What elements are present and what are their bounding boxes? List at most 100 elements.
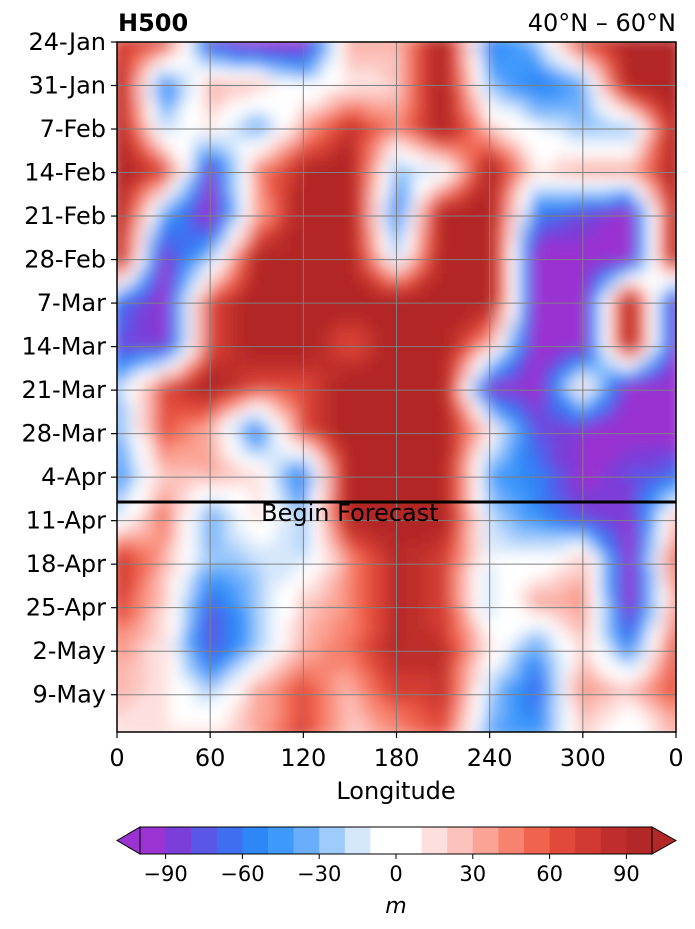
field-cell xyxy=(181,608,194,620)
field-cell xyxy=(367,424,380,437)
field-cell xyxy=(507,446,520,459)
field-cell xyxy=(379,683,392,696)
field-cell xyxy=(611,327,625,340)
field-cell xyxy=(146,327,159,340)
field-cell xyxy=(530,705,543,717)
field-cell xyxy=(309,618,322,631)
field-cell xyxy=(588,209,602,221)
field-cell xyxy=(262,543,276,556)
field-cell xyxy=(472,155,485,167)
field-cell xyxy=(181,101,194,114)
field-cell xyxy=(250,263,264,275)
field-cell xyxy=(274,521,287,534)
field-cell xyxy=(542,683,555,696)
field-cell xyxy=(414,467,427,480)
field-cell xyxy=(239,306,252,318)
field-cell xyxy=(250,586,264,599)
field-cell xyxy=(309,306,322,318)
field-cell xyxy=(495,176,509,189)
field-cell xyxy=(146,640,159,653)
field-cell xyxy=(460,198,474,211)
field-cell xyxy=(553,543,567,556)
field-cell xyxy=(495,209,509,221)
field-cell xyxy=(239,435,252,448)
field-cell xyxy=(414,176,427,189)
field-cell xyxy=(600,478,613,491)
field-cell xyxy=(274,608,287,620)
field-cell xyxy=(181,629,194,642)
field-cell xyxy=(635,608,648,620)
field-cell xyxy=(157,370,171,383)
field-cell xyxy=(588,478,602,491)
field-cell xyxy=(414,219,427,232)
field-cell xyxy=(216,133,229,146)
field-cell xyxy=(309,532,322,545)
field-cell xyxy=(146,349,159,362)
field-cell xyxy=(402,521,415,534)
field-cell xyxy=(344,155,357,167)
field-cell xyxy=(414,640,427,653)
field-cell xyxy=(402,230,415,243)
field-cell xyxy=(344,683,357,696)
field-cell xyxy=(437,457,450,469)
field-cell xyxy=(355,209,369,221)
field-cell xyxy=(227,608,241,620)
field-cell xyxy=(146,230,159,243)
field-cell xyxy=(623,597,637,609)
field-cell xyxy=(507,69,520,81)
field-cell xyxy=(588,392,602,405)
field-cell xyxy=(355,575,369,588)
field-cell xyxy=(157,715,171,728)
field-cell xyxy=(216,112,229,124)
field-cell xyxy=(460,521,474,534)
field-cell xyxy=(157,597,171,609)
field-cell xyxy=(670,144,676,157)
field-cell xyxy=(425,467,439,480)
field-cell xyxy=(507,478,520,491)
field-cell xyxy=(320,586,334,599)
field-cell xyxy=(122,500,136,512)
field-cell xyxy=(565,489,578,502)
field-cell xyxy=(134,241,148,254)
field-cell xyxy=(670,489,676,502)
field-cell xyxy=(344,715,357,728)
field-cell xyxy=(635,90,648,103)
field-cell xyxy=(635,424,648,437)
field-cell xyxy=(117,586,124,599)
field-cell xyxy=(355,47,369,60)
field-cell xyxy=(530,575,543,588)
field-cell xyxy=(611,349,625,362)
field-cell xyxy=(367,176,380,189)
field-cell xyxy=(437,42,450,49)
field-cell xyxy=(518,554,532,566)
field-cell xyxy=(495,435,509,448)
field-cell xyxy=(285,155,299,167)
field-cell xyxy=(117,349,124,362)
field-cell xyxy=(635,403,648,415)
field-cell xyxy=(507,370,520,383)
field-cell xyxy=(460,370,474,383)
field-cell xyxy=(332,467,345,480)
field-cell xyxy=(565,209,578,221)
field-cell xyxy=(507,403,520,415)
field-cell xyxy=(227,543,241,556)
field-cell xyxy=(285,726,299,732)
field-cell xyxy=(402,457,415,469)
field-cell xyxy=(332,370,345,383)
field-cell xyxy=(355,166,369,178)
field-cell xyxy=(216,327,229,340)
field-cell xyxy=(565,640,578,653)
field-cell xyxy=(216,575,229,588)
field-cell xyxy=(635,284,648,297)
field-cell xyxy=(344,424,357,437)
field-cell xyxy=(146,381,159,394)
field-cell xyxy=(122,403,136,415)
forecast-label: Begin Forecast xyxy=(261,499,439,527)
field-cell xyxy=(437,284,450,297)
chart-title: H500 xyxy=(118,9,188,37)
field-cell xyxy=(146,715,159,728)
field-cell xyxy=(402,575,415,588)
field-cell xyxy=(169,694,182,707)
field-cell xyxy=(402,338,415,351)
field-cell xyxy=(472,230,485,243)
